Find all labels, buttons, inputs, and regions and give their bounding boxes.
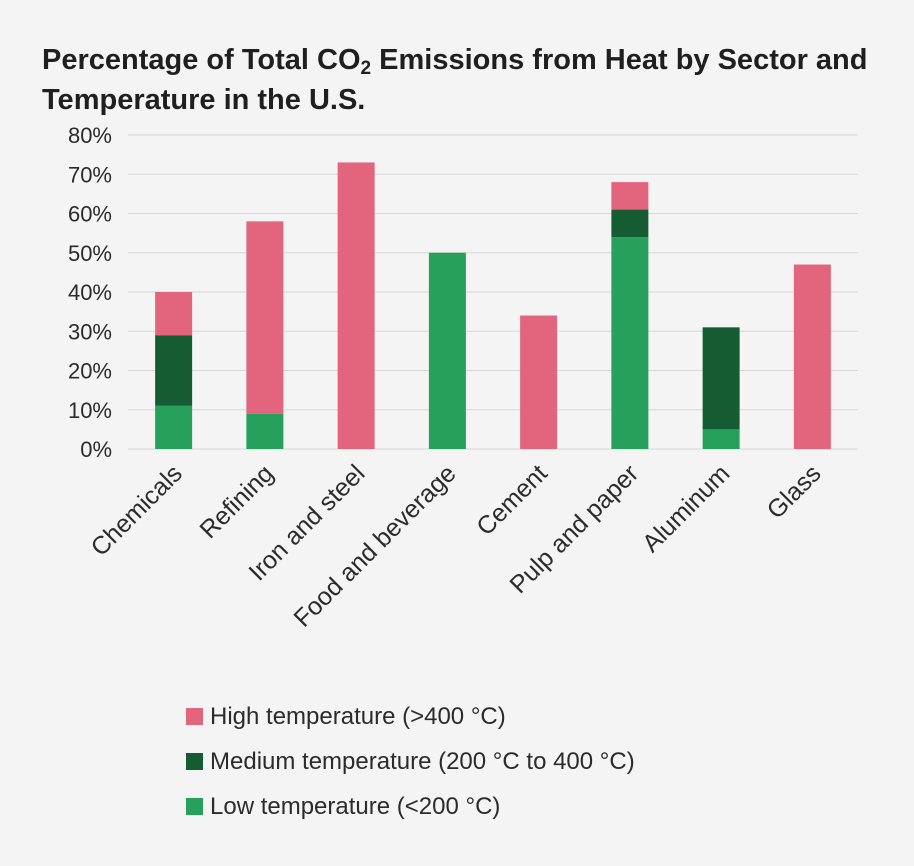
bar-refining-low-temperature: [246, 413, 284, 449]
legend-item-medium: Medium temperature (200 °C to 400 °C): [186, 739, 635, 784]
x-tick-label-glass: Glass: [762, 459, 827, 524]
x-tick-label-refining: Refining: [194, 459, 279, 544]
bar-cement-high-temperature: [520, 315, 558, 449]
legend-item-low: Low temperature (<200 °C): [186, 784, 635, 829]
legend-swatch-low: [186, 798, 203, 815]
bar-chemicals-low-temperature: [155, 405, 193, 449]
legend-label-high: High temperature (>400 °C): [210, 702, 506, 730]
y-tick-label-30: 30%: [68, 319, 112, 344]
y-tick-label-0: 0%: [80, 437, 112, 462]
y-tick-label-50: 50%: [68, 241, 112, 266]
legend-swatch-high: [186, 708, 203, 725]
bar-chemicals-high-temperature: [155, 292, 193, 336]
bar-pulp-and-paper-high-temperature: [611, 182, 649, 210]
bar-glass-high-temperature: [793, 264, 831, 449]
bar-refining-high-temperature: [246, 221, 284, 414]
bar-pulp-and-paper-low-temperature: [611, 237, 649, 449]
chart-title: Percentage of Total CO2 Emissions from H…: [42, 44, 868, 116]
bar-iron-and-steel-high-temperature: [337, 162, 375, 449]
y-axis-ticks: 0% 10% 20% 30% 40% 50% 60% 70% 80%: [68, 123, 112, 462]
bar-pulp-and-paper-medium-temperature: [611, 209, 649, 238]
y-tick-label-20: 20%: [68, 359, 112, 384]
legend-label-medium: Medium temperature (200 °C to 400 °C): [210, 747, 635, 775]
bar-aluminum-medium-temperature: [702, 327, 740, 430]
bar-chemicals-medium-temperature: [155, 335, 193, 406]
y-tick-label-60: 60%: [68, 202, 112, 227]
x-tick-label-food-and-beverage: Food and beverage: [288, 459, 461, 632]
y-tick-label-70: 70%: [68, 162, 112, 187]
x-tick-label-aluminum: Aluminum: [637, 459, 735, 557]
y-tick-label-40: 40%: [68, 280, 112, 305]
bar-aluminum-low-temperature: [702, 429, 740, 449]
legend-item-high: High temperature (>400 °C): [186, 694, 635, 739]
gridlines: [128, 134, 858, 450]
legend: High temperature (>400 °C) Medium temper…: [186, 694, 635, 829]
x-tick-label-chemicals: Chemicals: [86, 459, 188, 561]
bar-food-and-beverage-low-temperature: [428, 252, 466, 449]
y-tick-label-80: 80%: [68, 123, 112, 148]
legend-swatch-medium: [186, 753, 203, 770]
y-tick-label-10: 10%: [68, 398, 112, 423]
legend-label-low: Low temperature (<200 °C): [210, 792, 501, 820]
x-tick-label-cement: Cement: [471, 459, 553, 541]
bars: [155, 162, 831, 449]
